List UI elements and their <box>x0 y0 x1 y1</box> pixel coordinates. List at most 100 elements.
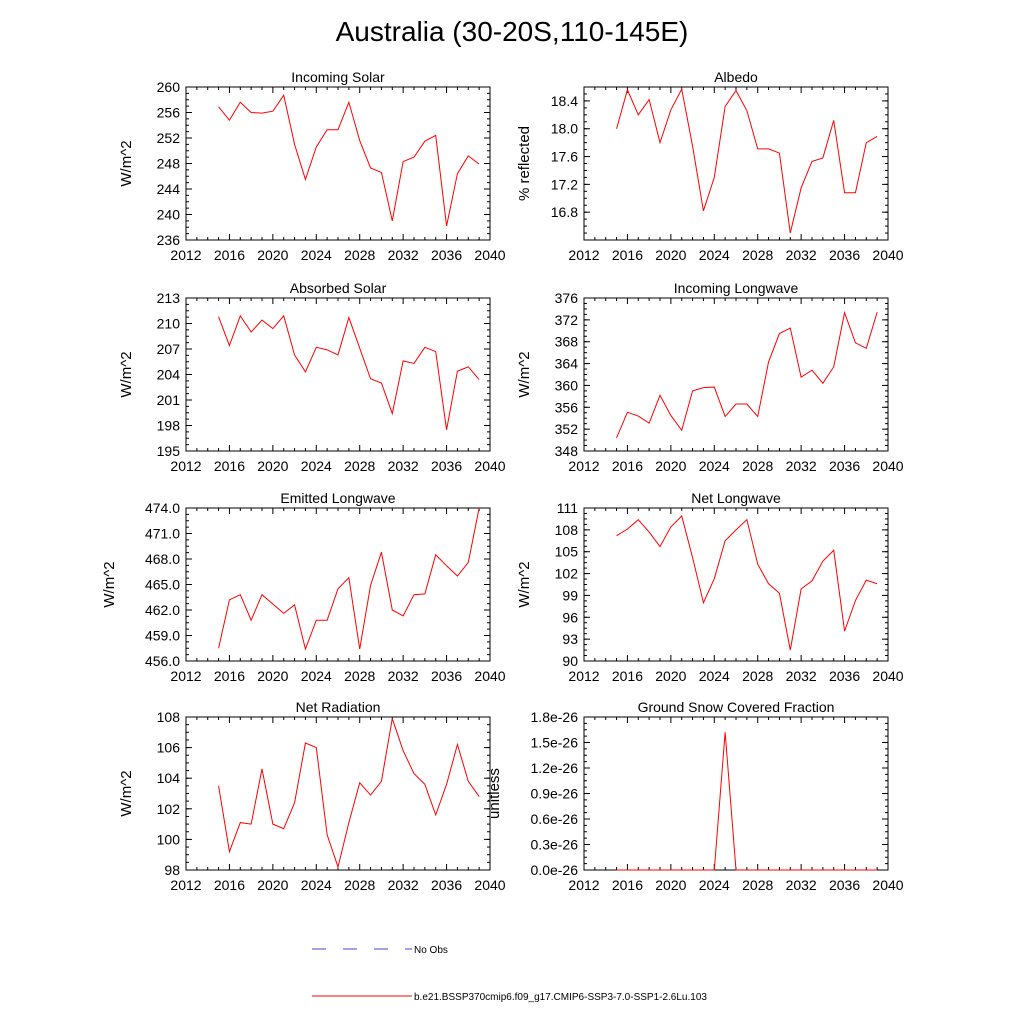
x-tick-label: 2028 <box>344 877 375 893</box>
x-tick-label: 2016 <box>214 458 245 474</box>
x-tick-label: 2040 <box>872 877 903 893</box>
x-tick-label: 2012 <box>568 668 599 684</box>
y-tick-label: 17.2 <box>551 176 578 192</box>
x-tick-label: 2028 <box>344 668 375 684</box>
plot-frame <box>185 86 491 241</box>
x-tick-label: 2016 <box>612 877 643 893</box>
y-axis-label: W/m^2 <box>516 561 533 607</box>
x-tick-label: 2028 <box>742 668 773 684</box>
x-tick-label: 2020 <box>257 458 288 474</box>
plot-frame <box>583 507 889 662</box>
x-tick-label: 2020 <box>655 877 686 893</box>
legend-no-obs-label: No Obs <box>414 945 448 956</box>
y-axis-label: W/m^2 <box>118 770 135 816</box>
x-tick-label: 2012 <box>568 247 599 263</box>
panels-group: 2012 2016 2020 2024 2028 2032 2036 2040 236 240 24… <box>101 69 904 893</box>
y-tick-label: 376 <box>555 290 579 306</box>
y-tick-label: 108 <box>157 709 181 725</box>
x-tick-label: 2016 <box>214 877 245 893</box>
y-tick-label: 96 <box>562 609 578 625</box>
y-tick-label: 0.9e-26 <box>531 786 579 802</box>
y-tick-label: 102 <box>555 566 579 582</box>
plot-frame <box>185 507 491 662</box>
y-tick-label: 201 <box>157 392 181 408</box>
x-tick-label: 2040 <box>872 458 903 474</box>
y-axis-label: % reflected <box>516 126 533 201</box>
page-title: Australia (30-20S,110-145E) <box>336 16 689 47</box>
panel-title: Absorbed Solar <box>290 280 387 296</box>
y-tick-label: 18.0 <box>551 121 578 137</box>
y-tick-label: 356 <box>555 399 579 415</box>
x-tick-label: 2032 <box>786 458 817 474</box>
x-tick-label: 2024 <box>699 877 730 893</box>
series-line <box>616 87 878 234</box>
plot-frame <box>583 86 889 241</box>
panel-title: Albedo <box>714 69 758 85</box>
y-tick-label: 252 <box>157 130 181 146</box>
series-line <box>616 515 878 651</box>
y-tick-label: 456.0 <box>145 653 180 669</box>
x-tick-label: 2012 <box>170 877 201 893</box>
x-tick-label: 2036 <box>829 668 860 684</box>
x-tick-label: 2020 <box>655 458 686 474</box>
x-tick-label: 2024 <box>301 877 332 893</box>
panel-title: Incoming Solar <box>291 69 385 85</box>
plot-frame <box>185 297 491 452</box>
x-tick-label: 2028 <box>344 458 375 474</box>
x-tick-label: 2040 <box>474 458 505 474</box>
x-tick-label: 2028 <box>344 247 375 263</box>
y-tick-label: 18.4 <box>551 93 578 109</box>
panel-6: 2012 2016 2020 2024 2028 2032 2036 2040 90 93 96 99… <box>516 490 904 684</box>
x-tick-label: 2036 <box>829 458 860 474</box>
y-tick-label: 364 <box>555 356 579 372</box>
y-tick-label: 111 <box>557 500 578 516</box>
plot-frame <box>583 716 889 871</box>
x-tick-label: 2036 <box>431 247 462 263</box>
x-tick-label: 2016 <box>612 668 643 684</box>
y-axis-label: W/m^2 <box>118 140 135 186</box>
series-line <box>218 507 480 651</box>
panel-1: 2012 2016 2020 2024 2028 2032 2036 2040 236 240 24… <box>118 69 506 263</box>
panel-3: 2012 2016 2020 2024 2028 2032 2036 2040 195 198 20… <box>118 280 506 474</box>
y-tick-label: 93 <box>562 631 578 647</box>
x-tick-label: 2040 <box>474 668 505 684</box>
x-tick-label: 2028 <box>742 877 773 893</box>
y-tick-label: 102 <box>157 801 181 817</box>
y-tick-label: 0.6e-26 <box>531 811 579 827</box>
y-tick-label: 98 <box>164 862 180 878</box>
x-tick-label: 2032 <box>388 668 419 684</box>
panel-4: 2012 2016 2020 2024 2028 2032 2036 2040 348 352 35… <box>516 280 904 474</box>
y-tick-label: 360 <box>555 377 579 393</box>
x-tick-label: 2032 <box>786 877 817 893</box>
y-tick-label: 471.0 <box>145 526 180 542</box>
y-tick-label: 0.3e-26 <box>531 837 579 853</box>
y-tick-label: 236 <box>157 232 181 248</box>
x-tick-label: 2028 <box>742 458 773 474</box>
y-tick-label: 368 <box>555 334 579 350</box>
y-tick-label: 459.0 <box>145 628 180 644</box>
x-tick-label: 2032 <box>388 877 419 893</box>
panel-5: 2012 2016 2020 2024 2028 2032 2036 2040 456.0 459… <box>101 490 506 684</box>
x-tick-label: 2040 <box>474 877 505 893</box>
panel-8: 2012 2016 2020 2024 2028 2032 2036 2040 0.0e-26 0… <box>486 699 904 893</box>
y-tick-label: 465.0 <box>145 577 180 593</box>
y-tick-label: 207 <box>157 341 181 357</box>
y-axis-label: W/m^2 <box>516 351 533 397</box>
x-tick-label: 2036 <box>431 668 462 684</box>
x-tick-label: 2024 <box>301 668 332 684</box>
y-axis-label: W/m^2 <box>101 561 118 607</box>
panel-title: Incoming Longwave <box>674 280 799 296</box>
x-tick-label: 2016 <box>612 247 643 263</box>
y-tick-label: 90 <box>562 653 578 669</box>
x-tick-label: 2032 <box>786 668 817 684</box>
panel-title: Emitted Longwave <box>280 490 395 506</box>
y-tick-label: 372 <box>555 312 579 328</box>
x-tick-label: 2024 <box>699 247 730 263</box>
y-tick-label: 204 <box>157 367 181 383</box>
series-line <box>218 314 480 430</box>
series-line <box>616 732 878 871</box>
y-tick-label: 1.2e-26 <box>531 760 579 776</box>
y-tick-label: 468.0 <box>145 551 180 567</box>
x-tick-label: 2024 <box>301 458 332 474</box>
